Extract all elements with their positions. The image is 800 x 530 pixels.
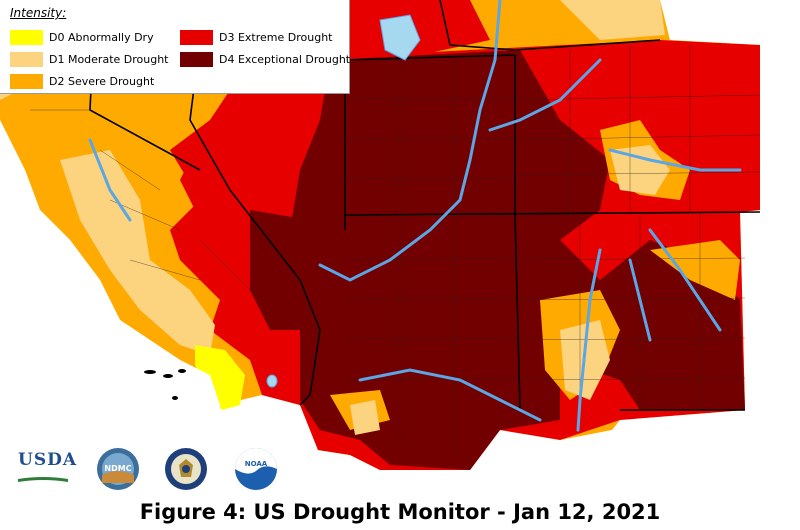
d1-co [610, 145, 670, 195]
doc-seal [164, 447, 208, 495]
legend-swatch-d3 [180, 29, 213, 45]
d1-northeast [560, 0, 665, 40]
noaa-logo: NOAA [234, 447, 278, 495]
legend-title: Intensity: [10, 6, 67, 20]
usda-logo-text: USDA [18, 450, 78, 470]
d1-az [350, 400, 380, 435]
rivers [88, 0, 742, 432]
legend-item-d4: D4 Exceptional Drought [180, 51, 350, 67]
legend: Intensity: D0 Abnormally Dry D1 Moderate… [0, 0, 350, 94]
legend-swatch-d2 [10, 73, 43, 89]
usda-logo: USDA [18, 450, 77, 489]
legend-label-d4: D4 Exceptional Drought [219, 52, 351, 66]
legend-swatch-d4 [180, 51, 213, 67]
legend-label-d0: D0 Abnormally Dry [49, 30, 154, 44]
ocean [0, 120, 220, 490]
svg-text:NOAA: NOAA [245, 460, 268, 468]
ndmc-logo: NDMC [96, 447, 140, 495]
figure-caption: Figure 4: US Drought Monitor - Jan 12, 2… [139, 500, 661, 524]
legend-swatch-d1 [10, 51, 43, 67]
channel-islands [144, 369, 186, 400]
legend-item-d0: D0 Abnormally Dry [10, 29, 154, 45]
d4-region-main [290, 50, 745, 470]
legend-label-d1: D1 Moderate Drought [49, 52, 169, 66]
legend-item-d2: D2 Severe Drought [10, 73, 154, 89]
usda-swoosh-icon [18, 477, 68, 482]
d2-patch-nm-east [650, 240, 740, 300]
legend-label-d3: D3 Extreme Drought [219, 30, 333, 44]
legend-swatch-d0 [10, 29, 43, 45]
legend-label-d2: D2 Severe Drought [49, 74, 155, 88]
lakes [266, 14, 421, 388]
d4-region-west [250, 210, 320, 330]
legend-item-d3: D3 Extreme Drought [180, 29, 333, 45]
d1-ca [60, 150, 215, 355]
svg-text:NDMC: NDMC [104, 464, 131, 473]
drought-map [0, 0, 761, 490]
legend-item-d1: D1 Moderate Drought [10, 51, 169, 67]
d0-socal [195, 345, 245, 410]
